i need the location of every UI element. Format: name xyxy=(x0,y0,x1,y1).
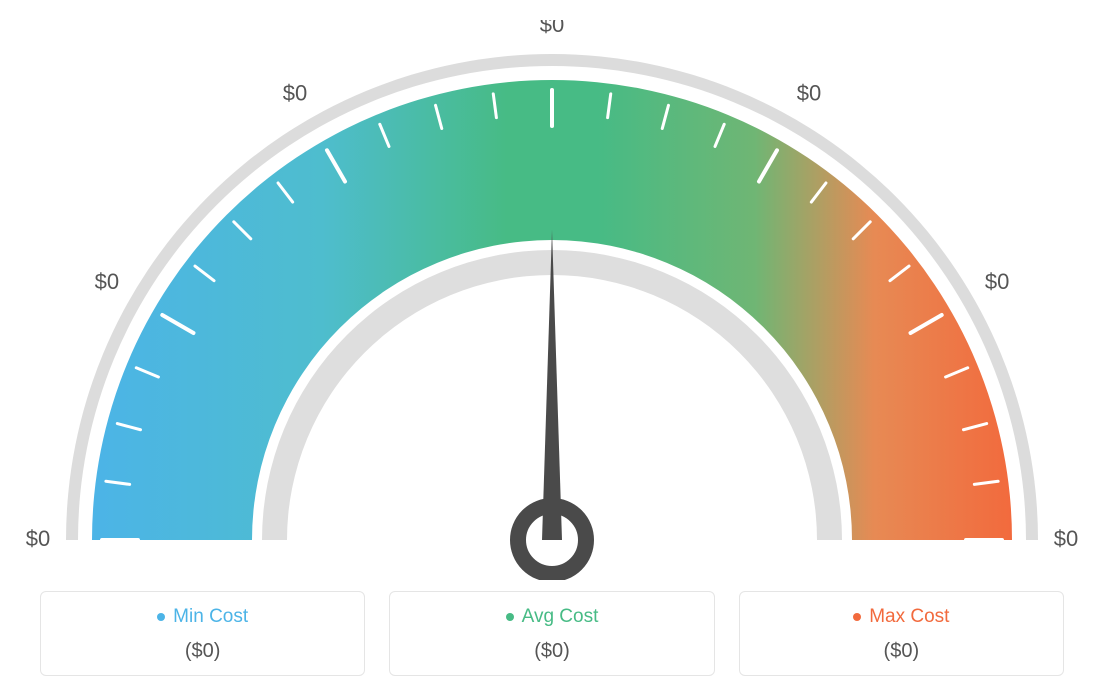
legend-label: Min Cost xyxy=(173,606,248,628)
svg-text:$0: $0 xyxy=(1054,526,1078,551)
svg-text:$0: $0 xyxy=(540,20,564,37)
bullet-icon xyxy=(506,613,514,621)
legend-label: Max Cost xyxy=(869,606,949,628)
svg-text:$0: $0 xyxy=(283,81,307,106)
legend-title-max: Max Cost xyxy=(750,606,1053,628)
legend-label: Avg Cost xyxy=(522,606,599,628)
legend-row: Min Cost ($0) Avg Cost ($0) Max Cost ($0… xyxy=(40,591,1064,676)
legend-title-avg: Avg Cost xyxy=(400,606,703,628)
legend-value: ($0) xyxy=(750,640,1053,663)
svg-text:$0: $0 xyxy=(985,269,1009,294)
legend-card-min: Min Cost ($0) xyxy=(40,591,365,676)
svg-text:$0: $0 xyxy=(95,269,119,294)
bullet-icon xyxy=(853,613,861,621)
legend-value: ($0) xyxy=(400,640,703,663)
legend-value: ($0) xyxy=(51,640,354,663)
legend-card-avg: Avg Cost ($0) xyxy=(389,591,714,676)
legend-title-min: Min Cost xyxy=(51,606,354,628)
gauge-chart: $0 $0 $0 $0 $0 $0 $0 xyxy=(12,20,1092,580)
gauge-svg: $0 $0 $0 $0 $0 $0 $0 xyxy=(12,20,1092,580)
legend-card-max: Max Cost ($0) xyxy=(739,591,1064,676)
svg-text:$0: $0 xyxy=(797,81,821,106)
svg-text:$0: $0 xyxy=(26,526,50,551)
bullet-icon xyxy=(157,613,165,621)
